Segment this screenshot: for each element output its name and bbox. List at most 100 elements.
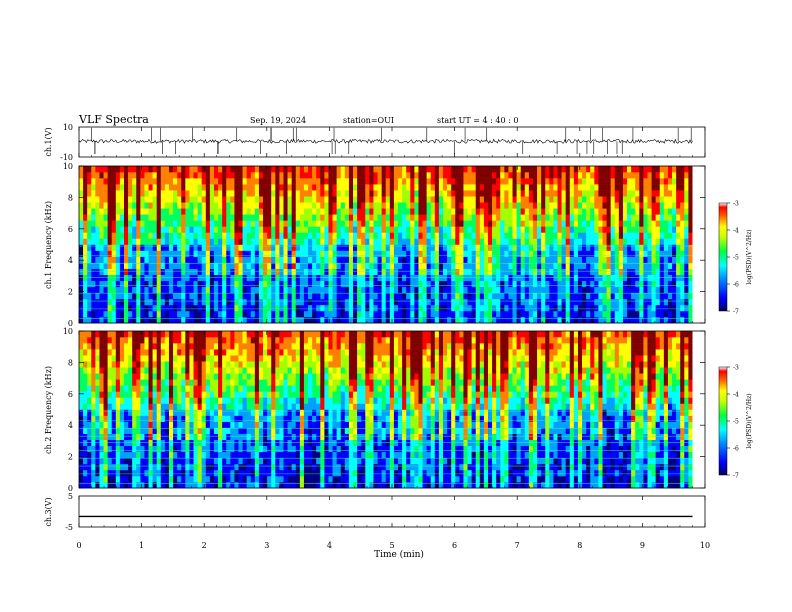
spectrogram-cell xyxy=(610,214,616,221)
spectrogram-cell xyxy=(79,220,84,227)
spectrogram-cell xyxy=(389,202,395,209)
spectrogram-cell xyxy=(213,379,219,386)
spectrogram-cell xyxy=(524,310,530,318)
spectrogram-cell xyxy=(291,256,297,263)
spectrogram-cell xyxy=(168,433,174,440)
spectrogram-cell xyxy=(189,403,194,410)
spectrogram-cell xyxy=(103,280,108,288)
spectrogram-cell xyxy=(496,316,501,324)
spectrogram-cell xyxy=(218,256,223,263)
spectrogram-cell xyxy=(353,292,358,300)
spectrogram-cell xyxy=(152,268,158,275)
spectrogram-cell xyxy=(577,208,583,215)
spectrogram-cell xyxy=(201,256,207,263)
spectrogram-cell xyxy=(205,310,211,318)
spectrogram-cell xyxy=(205,457,211,465)
spectrogram-cell xyxy=(594,292,599,300)
spectrogram-cell xyxy=(373,202,378,209)
spectrogram-cell xyxy=(79,280,84,288)
spectrogram-cell xyxy=(610,184,616,191)
spectrogram-cell xyxy=(222,463,227,471)
spectrogram-cell xyxy=(148,268,153,275)
spectrogram-cell xyxy=(479,202,485,209)
spectrogram-cell xyxy=(201,196,207,203)
spectrogram-cell xyxy=(271,166,276,173)
spectrogram-cell xyxy=(193,256,198,263)
spectrogram-cell xyxy=(353,214,358,221)
spectrogram-cell xyxy=(312,250,317,257)
spectrogram-cell xyxy=(398,226,403,233)
spectrogram-cell xyxy=(119,316,125,324)
spectrogram-cell xyxy=(398,178,403,185)
spectrogram-cell xyxy=(492,316,497,324)
spectrogram-cell xyxy=(373,286,378,294)
spectrogram-cell xyxy=(389,262,395,269)
spectrogram-cell xyxy=(348,238,354,245)
spectrogram-cell xyxy=(545,178,550,185)
spectrogram-cell xyxy=(271,178,276,185)
spectrogram-cell xyxy=(144,256,149,263)
spectrogram-cell xyxy=(79,349,84,356)
spectrogram-cell xyxy=(152,403,158,410)
spectrogram-cell xyxy=(128,286,133,294)
spectrogram-cell xyxy=(201,463,207,471)
spectrogram-cell xyxy=(467,208,472,215)
spectrogram-cell xyxy=(193,244,198,251)
spectrogram-cell xyxy=(316,190,321,197)
spectrogram-cell xyxy=(213,256,219,263)
spectrogram-cell xyxy=(414,172,419,179)
spectrogram-cell xyxy=(160,481,166,489)
spectrogram-cell xyxy=(132,355,137,362)
spectrogram-cell xyxy=(361,274,366,282)
spectrogram-cell xyxy=(573,292,579,300)
spectrogram-cell xyxy=(344,232,350,239)
spectrogram-cell xyxy=(676,184,681,191)
spectrogram-cell xyxy=(123,172,129,179)
spectrogram-cell xyxy=(308,298,313,306)
spectrogram-cell xyxy=(332,178,337,185)
spectrogram-cell xyxy=(418,226,423,233)
spectrogram-cell xyxy=(512,166,517,173)
spectrogram-cell xyxy=(680,208,685,215)
spectrogram-cell xyxy=(545,238,550,245)
spectrogram-cell xyxy=(508,274,513,282)
spectrogram-cell xyxy=(218,391,223,398)
spectrogram-cell xyxy=(87,439,92,447)
spectrogram-cell xyxy=(672,172,677,179)
spectrogram-cell xyxy=(299,214,305,221)
spectrogram-cell xyxy=(663,244,669,251)
spectrogram-cell xyxy=(434,178,440,185)
spectrogram-cell xyxy=(160,238,166,245)
spectrogram-cell xyxy=(140,244,145,251)
spectrogram-cell xyxy=(369,196,374,203)
spectrogram-cell xyxy=(168,274,174,282)
spectrogram-cell xyxy=(197,178,202,185)
spectrogram-cell xyxy=(344,268,350,275)
spectrogram-cell xyxy=(308,256,313,263)
spectrogram-cell xyxy=(508,166,513,173)
spectrogram-cell xyxy=(103,244,108,251)
spectrogram-cell xyxy=(230,208,235,215)
spectrogram-cell xyxy=(667,256,673,263)
spectrogram-cell xyxy=(398,166,403,173)
spectrogram-cell xyxy=(639,232,644,239)
spectrogram-cell xyxy=(561,196,566,203)
spectrogram-cell xyxy=(185,349,190,356)
spectrogram-cell xyxy=(140,469,145,477)
spectrogram-cell xyxy=(426,184,432,191)
spectrogram-cell xyxy=(426,220,432,227)
spectrogram-cell xyxy=(205,286,211,294)
spectrogram-cell xyxy=(152,463,158,471)
spectrogram-cell xyxy=(230,166,235,173)
spectrogram-cell xyxy=(377,238,382,245)
spectrogram-cell xyxy=(316,304,321,312)
spectrogram-cell xyxy=(614,298,620,306)
spectrogram-cell xyxy=(87,292,92,300)
spectrogram-cell xyxy=(635,238,640,245)
spectrogram-cell xyxy=(463,232,468,239)
spectrogram-cell xyxy=(663,310,669,318)
spectrogram-cell xyxy=(659,316,665,324)
spectrogram-cell xyxy=(254,220,260,227)
spectrogram-cell xyxy=(230,457,235,465)
